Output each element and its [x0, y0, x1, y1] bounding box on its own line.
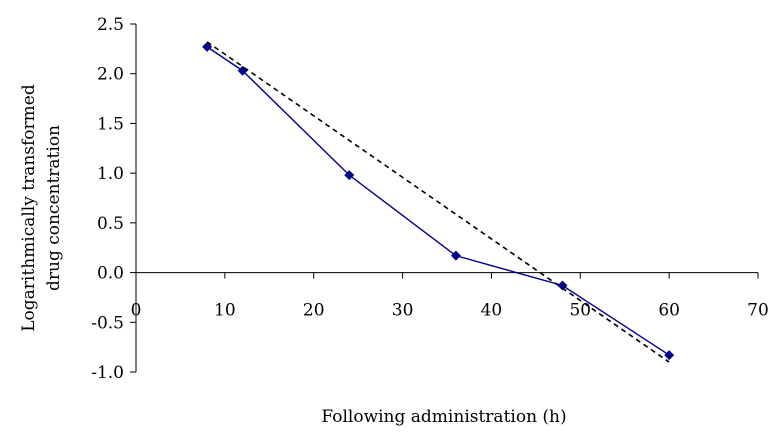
y-tick-label: 0.5 — [97, 214, 124, 234]
series-group — [202, 41, 675, 363]
y-axis-title-line-1: Logarithmically transformed — [19, 84, 39, 332]
x-tick-label: 20 — [303, 301, 325, 321]
x-axis-ticks: 0 10 20 30 40 50 60 70 — [131, 272, 769, 321]
x-tick-label: 10 — [214, 301, 236, 321]
trendline — [206, 41, 670, 363]
y-tick-label: 0.0 — [97, 264, 124, 284]
y-axis-ticks: 2.5 2.0 1.5 1.0 0.5 0.0 -0.5 -1.0 — [91, 15, 136, 383]
y-tick-label: -0.5 — [91, 313, 124, 333]
y-tick-label: 2.0 — [97, 65, 124, 85]
y-axis-title-line-2: drug concentration — [44, 125, 64, 291]
x-tick-label: 40 — [481, 301, 503, 321]
series-line — [206, 46, 670, 356]
x-tick-label: 60 — [658, 301, 680, 321]
y-tick-label: 1.5 — [97, 114, 124, 134]
x-axis-title: Following administration (h) — [321, 407, 566, 427]
data-point-marker — [344, 170, 355, 181]
y-tick-label: 1.0 — [97, 164, 124, 184]
x-tick-label: 50 — [569, 301, 591, 321]
y-tick-label: -1.0 — [91, 363, 124, 383]
data-point-marker — [557, 280, 568, 291]
x-tick-label: 70 — [747, 301, 769, 321]
y-tick-label: 2.5 — [97, 15, 124, 35]
x-tick-label: 30 — [392, 301, 414, 321]
data-point-marker — [664, 350, 675, 361]
data-point-marker — [450, 250, 461, 261]
